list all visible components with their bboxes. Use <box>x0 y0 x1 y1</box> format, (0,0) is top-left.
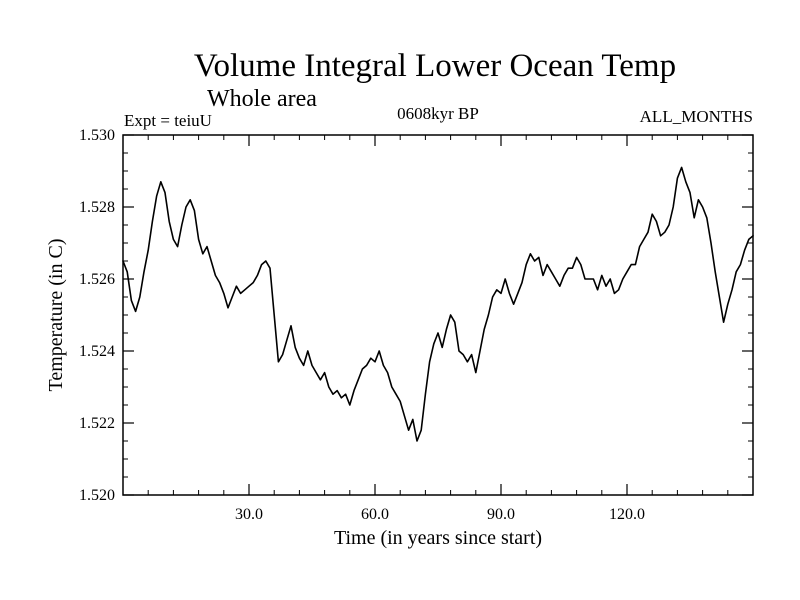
plot-frame <box>122 134 754 496</box>
series-line <box>122 166 754 442</box>
x-tick-label: 60.0 <box>361 506 389 523</box>
y-axis-tick-labels: 1.520 1.522 1.524 1.526 1.528 1.530 <box>79 127 115 504</box>
x-axis-label: Time (in years since start) <box>334 527 542 549</box>
y-tick-label: 1.530 <box>79 127 115 144</box>
chart-title: Volume Integral Lower Ocean Temp <box>194 48 676 84</box>
chart-subtitle: Whole area <box>207 86 317 112</box>
y-axis-label: Temperature (in C) <box>45 239 67 392</box>
x-tick-label: 90.0 <box>487 506 515 523</box>
y-tick-label: 1.522 <box>79 415 115 432</box>
y-tick-label: 1.526 <box>79 271 115 288</box>
period-label: 0608kyr BP <box>397 104 479 123</box>
x-tick-label: 30.0 <box>235 506 263 523</box>
y-tick-label: 1.528 <box>79 199 115 216</box>
x-tick-label: 120.0 <box>609 506 645 523</box>
experiment-label: Expt = teiuU <box>124 111 212 130</box>
y-tick-label: 1.524 <box>79 343 115 360</box>
months-label: ALL_MONTHS <box>640 107 753 126</box>
x-axis-tick-labels: 30.0 60.0 90.0 120.0 <box>235 506 645 523</box>
y-tick-label: 1.520 <box>79 487 115 504</box>
